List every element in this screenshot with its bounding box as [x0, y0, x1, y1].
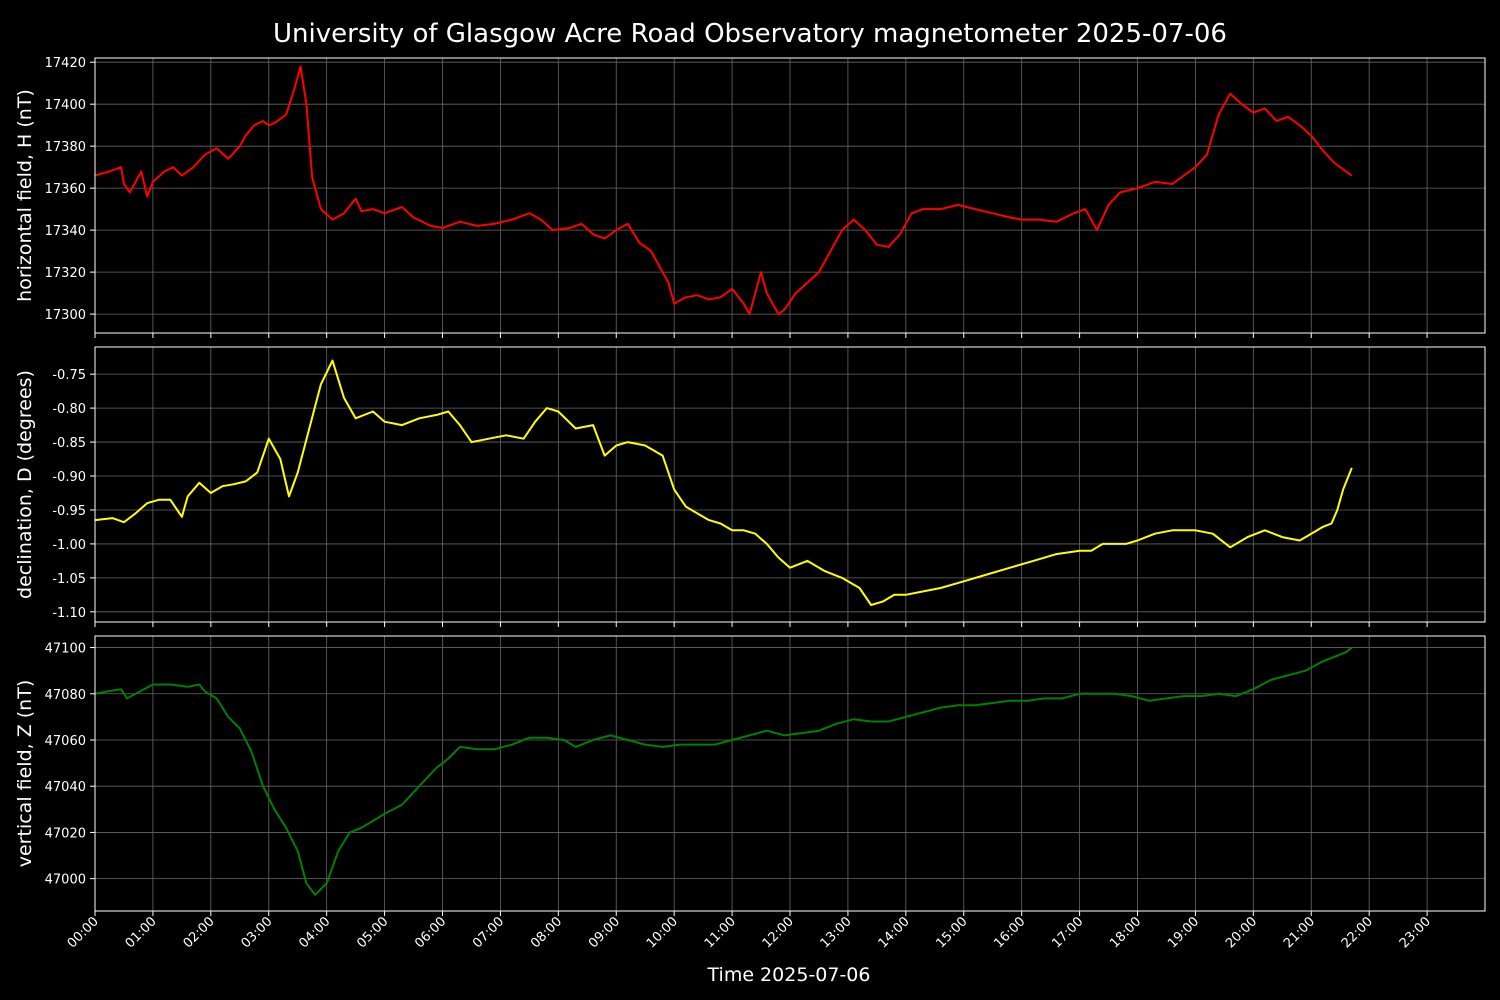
y-tick-label: -0.95	[52, 504, 86, 519]
y-tick-label: -1.10	[52, 606, 86, 621]
y-tick-label: -0.85	[52, 436, 86, 451]
y-axis-label: vertical field, Z (nT)	[14, 680, 36, 868]
y-tick-label: 47040	[45, 780, 86, 795]
y-tick-label: 17300	[45, 308, 86, 323]
y-axis-label: horizontal field, H (nT)	[14, 89, 36, 302]
y-tick-label: 17420	[45, 56, 86, 71]
y-tick-label: 47100	[45, 642, 86, 657]
y-tick-label: 47060	[45, 734, 86, 749]
y-tick-label: 17340	[45, 224, 86, 239]
y-tick-label: -0.75	[52, 368, 86, 383]
chart-panels: 17300 17320 17340 17360 17380 17400 17420 horiz…	[14, 56, 1486, 916]
y-axis-label: declination, D (degrees)	[14, 370, 36, 599]
y-tick-label: 47000	[45, 873, 86, 888]
y-tick-label: 17360	[45, 182, 86, 197]
series-line-2	[94, 359, 1353, 606]
panel-3: 47000 47020 47040 47060 47080 47100 vertical f…	[14, 635, 1486, 916]
y-tick-label: -0.90	[52, 470, 86, 485]
panel-frame	[94, 346, 1486, 623]
chart-title: University of Glasgow Acre Road Observat…	[273, 19, 1227, 49]
y-tick-label: 47080	[45, 688, 86, 703]
y-tick-label: 47020	[45, 826, 86, 841]
x-axis-label: Time 2025-07-06	[707, 964, 871, 986]
panel-frame	[94, 57, 1486, 334]
panel-1: 17300 17320 17340 17360 17380 17400 17420 horiz…	[14, 56, 1486, 338]
series-line-1	[94, 65, 1353, 316]
y-tick-label: 17400	[45, 98, 86, 113]
y-tick-label: -1.05	[52, 572, 86, 587]
y-tick-label: 17320	[45, 266, 86, 281]
panel-2: -0.75 -0.80 -0.85 -0.90 -0.95 -1.00 -1.05 -1.10…	[14, 346, 1486, 627]
y-tick-label: 17380	[45, 140, 86, 155]
y-tick-label: -0.80	[52, 402, 86, 417]
panel-frame	[94, 635, 1486, 912]
series-line-3	[94, 646, 1353, 896]
y-tick-label: -1.00	[52, 538, 86, 553]
